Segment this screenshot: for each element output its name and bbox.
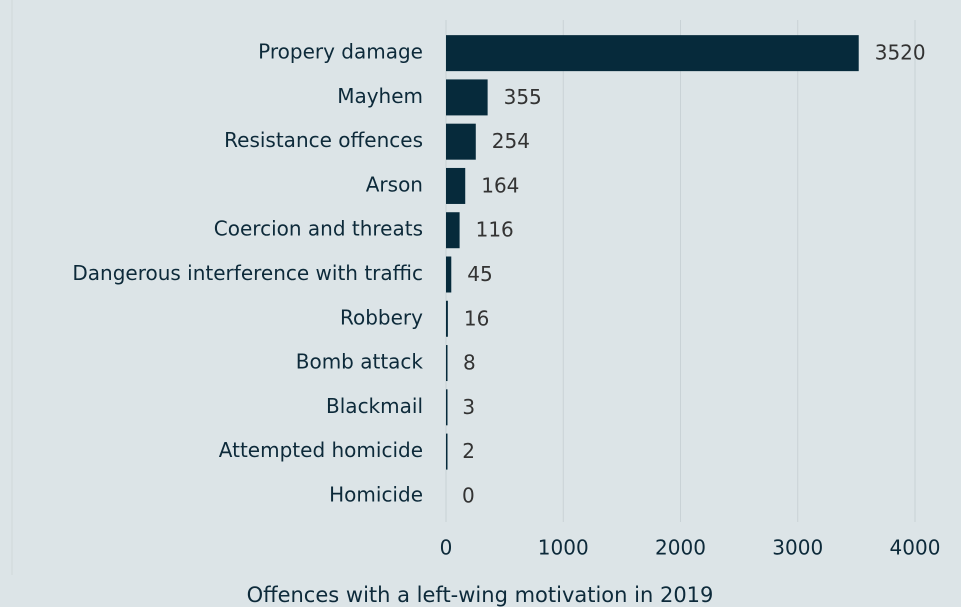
bar [446,212,460,249]
x-tick-label: 2000 [655,536,706,560]
data-label: 254 [492,129,530,153]
bar [446,389,448,426]
bar [446,256,452,293]
bar [446,300,448,337]
bar [446,433,448,470]
y-tick-label: Arson [366,172,423,196]
y-tick-label: Mayhem [337,84,423,108]
data-label: 45 [467,262,492,286]
data-label: 164 [481,173,519,197]
y-tick-label: Resistance offences [224,128,423,152]
data-label: 116 [476,218,514,242]
bar [446,79,488,116]
data-label: 3520 [875,41,926,65]
x-tick-label: 0 [440,536,453,560]
y-tick-label: Robbery [340,305,423,329]
data-label: 0 [462,483,475,507]
bar [446,167,466,204]
y-tick-label: Dangerous interference with traffic [72,261,423,285]
x-axis-label: Offences with a left-wing motivation in … [247,583,714,607]
x-tick-label: 1000 [538,536,589,560]
bar [446,123,476,160]
y-tick-label: Propery damage [258,40,423,64]
y-tick-label: Coercion and threats [214,217,423,241]
y-tick-label: Blackmail [326,394,423,418]
x-tick-label: 3000 [772,536,823,560]
data-label: 8 [463,351,476,375]
data-label: 16 [464,306,489,330]
bar [446,35,859,72]
data-label: 2 [462,439,475,463]
x-tick-label: 4000 [890,536,941,560]
y-tick-label: Attempted homicide [219,438,423,462]
y-tick-label: Homicide [329,482,423,506]
bar [446,345,448,382]
y-tick-label: Bomb attack [296,350,424,374]
data-label: 3 [462,395,475,419]
data-label: 355 [504,85,542,109]
